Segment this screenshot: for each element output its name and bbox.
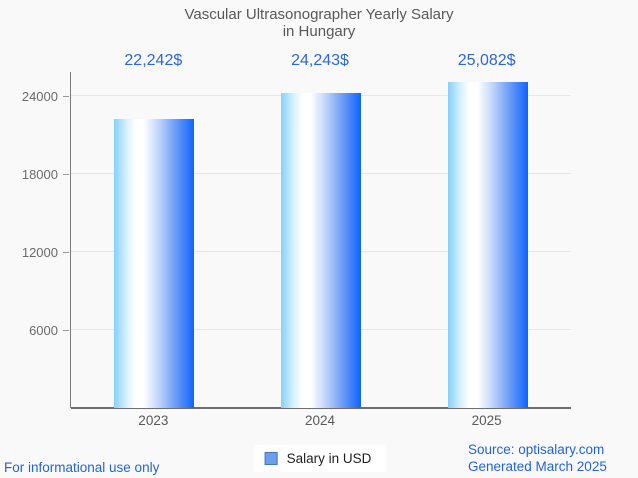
source-text: Source: optisalary.com [468, 442, 605, 457]
bar-value-label-2025: 25,082$ [457, 52, 516, 69]
x-tick-label-2023: 2023 [138, 413, 169, 428]
y-tick-mark-6000 [63, 330, 69, 331]
y-tick-label-24000: 24000 [21, 89, 58, 104]
legend: Salary in USD [254, 445, 386, 472]
bar-2025 [447, 82, 528, 408]
generated-text: Generated March 2025 [468, 459, 607, 474]
y-tick-label-6000: 6000 [29, 323, 58, 338]
y-tick-label-12000: 12000 [21, 245, 58, 260]
chart-title-line1: Vascular Ultrasonographer Yearly Salary [184, 6, 454, 23]
x-tick-label-2025: 2025 [471, 413, 502, 428]
y-tick-label-18000: 18000 [21, 167, 58, 182]
y-tick-mark-18000 [63, 174, 69, 175]
plot-area [70, 72, 571, 409]
chart-title: Vascular Ultrasonographer Yearly Salary … [0, 6, 638, 40]
bar-value-label-2024: 24,243$ [291, 52, 349, 69]
bar-2023 [114, 119, 195, 408]
legend-label: Salary in USD [286, 451, 372, 466]
y-tick-mark-24000 [63, 96, 69, 97]
disclaimer-text: For informational use only [4, 460, 160, 475]
bar-2024 [281, 93, 361, 408]
x-tick-label-2024: 2024 [304, 413, 336, 428]
legend-marker-icon [264, 452, 278, 465]
bar-value-labels: 22,242$ 24,243$ 25,082$ [70, 52, 570, 72]
chart-title-line2: in Hungary [282, 23, 356, 40]
y-tick-mark-12000 [63, 252, 69, 253]
bar-value-label-2023: 22,242$ [124, 52, 183, 69]
source-block: Source: optisalary.com Generated March 2… [468, 441, 607, 475]
x-axis-line [71, 407, 571, 409]
